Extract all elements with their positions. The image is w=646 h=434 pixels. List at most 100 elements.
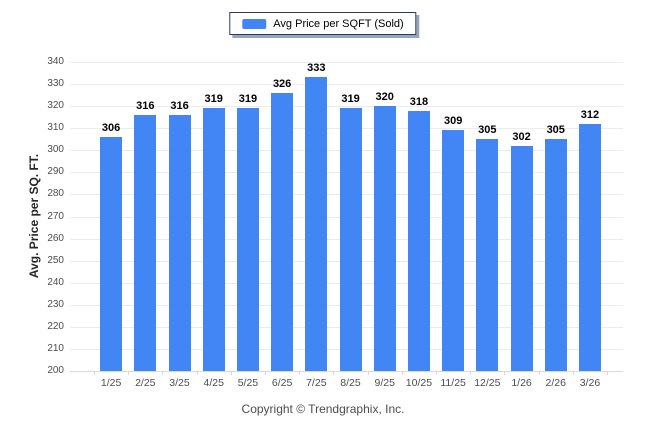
x-tick-mark [607, 371, 608, 375]
bar-slot: 316 [162, 62, 196, 371]
bar-slot: 333 [299, 62, 333, 371]
bar [544, 139, 567, 371]
gridline [70, 106, 623, 107]
x-tick-label: 11/25 [440, 377, 466, 389]
y-tick-label: 280 [47, 188, 64, 199]
footer-copyright: Copyright © Trendgraphix, Inc. [241, 402, 405, 416]
bar [578, 124, 601, 371]
x-tick-label: 5/25 [237, 377, 259, 389]
y-tick-label: 230 [47, 299, 64, 310]
bar [236, 108, 259, 371]
x-tick-label: 2/25 [135, 377, 156, 389]
bar-value-label: 305 [546, 124, 565, 136]
bar-slot: 320 [368, 62, 402, 371]
x-tick-mark [196, 371, 198, 375]
x-tick-label: 8/25 [340, 377, 361, 389]
y-tick-label: 320 [47, 100, 64, 111]
y-tick-label: 340 [47, 56, 64, 67]
x-tick-label: 1/25 [100, 377, 122, 389]
bar-value-label: 326 [272, 78, 292, 90]
y-tick-label: 220 [47, 321, 64, 332]
bar [373, 106, 396, 371]
bar-value-label: 319 [204, 93, 223, 105]
x-tick-label: 12/25 [474, 377, 501, 389]
bar-value-label: 319 [238, 93, 258, 105]
bar [339, 108, 362, 371]
bars-container: 306 316 316 319 319 326 333 319 320 318 309 305 302 3… [94, 62, 607, 371]
bar [100, 137, 123, 371]
bar-slot: 316 [128, 62, 162, 371]
x-tick-mark [162, 371, 164, 375]
y-tick-label: 240 [47, 277, 64, 288]
x-tick-label: 3/26 [579, 377, 601, 389]
bar-slot: 305 [470, 62, 504, 371]
bar [305, 77, 328, 371]
bar-slot: 319 [231, 62, 265, 371]
bar-slot: 305 [539, 62, 573, 371]
x-tick-mark [436, 371, 437, 375]
bar-slot: 326 [265, 62, 299, 371]
bar [168, 115, 191, 371]
bar [134, 115, 157, 371]
bar-slot: 318 [402, 62, 436, 371]
x-tick-mark [230, 371, 232, 375]
bar-value-label: 302 [512, 131, 531, 143]
y-tick-label: 300 [47, 144, 64, 155]
x-axis-labels: 1/25 2/25 3/25 4/25 5/25 6/25 7/25 8/25 9/25 10/2… [94, 377, 607, 389]
x-tick-mark [504, 371, 506, 375]
bar-value-label: 320 [375, 91, 394, 103]
bar-value-label: 318 [409, 96, 429, 108]
x-axis-line [70, 371, 623, 372]
x-tick-label: 6/25 [271, 377, 293, 389]
bar-slot: 312 [573, 62, 607, 371]
gridline [70, 84, 623, 85]
bar [407, 111, 430, 371]
bar [442, 130, 465, 371]
bar-slot: 319 [197, 62, 231, 371]
y-tick-label: 330 [47, 78, 64, 89]
bar-slot: 302 [504, 62, 538, 371]
y-tick-label: 260 [47, 233, 64, 244]
legend-label: Avg Price per SQFT (Sold) [273, 17, 404, 30]
x-tick-label: 7/25 [306, 377, 327, 389]
x-tick-label: 2/26 [545, 377, 566, 389]
bar-value-label: 316 [136, 100, 155, 112]
gridline [70, 62, 623, 63]
x-tick-mark [265, 371, 266, 375]
x-tick-label: 9/25 [374, 377, 395, 389]
bar [476, 139, 499, 371]
y-tick-label: 270 [47, 211, 64, 222]
bar-slot: 309 [436, 62, 470, 371]
x-tick-mark [572, 371, 574, 375]
bar-value-label: 312 [580, 109, 600, 121]
x-tick-label: 4/25 [203, 377, 224, 389]
x-tick-mark [128, 371, 130, 375]
x-tick-label: 1/26 [511, 377, 532, 389]
x-axis-tick-marks [94, 371, 608, 376]
bar-value-label: 305 [478, 124, 497, 136]
x-tick-mark [470, 371, 472, 375]
y-tick-label: 210 [47, 343, 64, 354]
legend: Avg Price per SQFT (Sold) [229, 12, 417, 35]
y-axis-tick-labels: 340 330 320 310 300 290 280 270 260 250 240 230 220 2… [0, 56, 64, 376]
bar-value-label: 306 [101, 122, 121, 134]
bar [202, 108, 225, 371]
x-tick-mark [367, 371, 369, 375]
x-tick-mark [538, 371, 540, 375]
x-tick-label: 3/25 [169, 377, 190, 389]
x-tick-mark [299, 371, 301, 375]
bar-value-label: 333 [307, 62, 326, 74]
y-tick-label: 310 [47, 122, 64, 133]
x-tick-label: 10/25 [405, 377, 433, 389]
bar-slot: 306 [94, 62, 128, 371]
bar [510, 146, 533, 371]
y-tick-label: 290 [47, 166, 64, 177]
bar-slot: 319 [333, 62, 367, 371]
y-tick-label: 250 [47, 255, 64, 266]
x-tick-mark [333, 371, 335, 375]
legend-swatch-icon [242, 18, 267, 29]
bar-value-label: 316 [170, 100, 189, 112]
bar [271, 93, 294, 371]
bar-value-label: 309 [443, 115, 463, 127]
